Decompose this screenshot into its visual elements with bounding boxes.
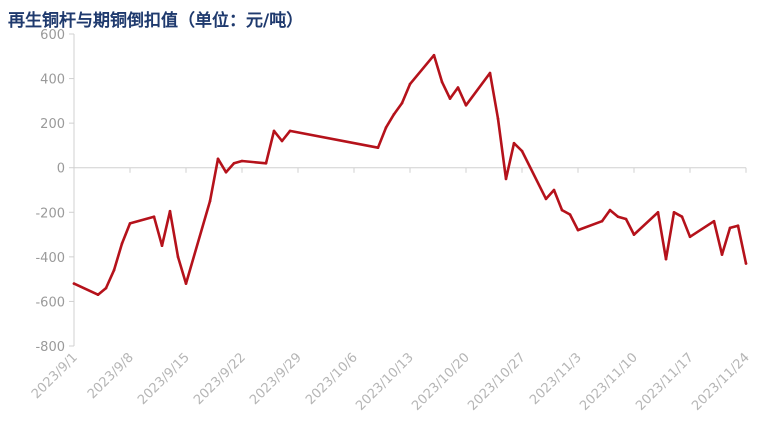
data-point: [728, 226, 732, 230]
data-point: [672, 211, 676, 214]
data-point: [72, 282, 76, 285]
data-point: [616, 215, 620, 218]
x-tick-label: 2023/9/15: [135, 350, 193, 408]
data-point: [712, 219, 716, 223]
x-tick-label: 2023/10/6: [303, 350, 361, 408]
data-point: [624, 217, 628, 221]
data-point: [128, 222, 132, 225]
data-point: [632, 233, 636, 236]
data-point: [608, 208, 612, 212]
x-tick-label: 2023/11/10: [577, 350, 641, 414]
x-tick-label: 2023/9/8: [85, 350, 137, 402]
data-point: [408, 82, 412, 86]
data-point: [224, 170, 228, 174]
x-tick-label: 2023/10/27: [465, 350, 529, 414]
data-point: [496, 117, 500, 120]
y-tick-label: -600: [35, 295, 65, 310]
data-point: [392, 112, 396, 116]
y-tick-label: -400: [35, 251, 65, 266]
y-tick-label: 600: [40, 28, 65, 43]
data-point: [232, 162, 236, 165]
x-tick-label: 2023/9/22: [191, 350, 249, 408]
data-point: [520, 149, 524, 153]
x-tick-label: 2023/10/13: [353, 350, 417, 414]
data-point: [120, 242, 124, 245]
x-tick-label: 2023/9/29: [247, 350, 305, 408]
y-tick-label: -800: [35, 340, 65, 355]
data-point: [560, 208, 564, 212]
data-point: [272, 129, 276, 133]
x-tick-label: 2023/11/24: [689, 350, 753, 414]
x-tick-label: 2023/11/3: [527, 350, 585, 408]
y-tick-label: -200: [35, 206, 65, 221]
x-tick-label: 2023/10/20: [409, 350, 473, 414]
data-point: [552, 188, 556, 192]
data-point: [104, 286, 108, 290]
y-tick-label: 0: [57, 162, 65, 177]
data-point: [664, 257, 668, 261]
chart-title: 再生铜杆与期铜倒扣值（单位：元/吨）: [8, 11, 304, 31]
data-point: [688, 235, 692, 239]
data-point: [216, 157, 220, 161]
data-point: [264, 162, 268, 165]
data-point: [600, 219, 604, 223]
data-point: [280, 139, 284, 143]
data-point: [400, 101, 404, 105]
data-point: [288, 129, 292, 133]
series-line: [72, 53, 748, 297]
data-point: [488, 71, 492, 75]
data-point: [456, 86, 460, 89]
data-point: [160, 244, 164, 247]
data-point: [384, 126, 388, 129]
data-point: [448, 97, 452, 100]
data-point: [176, 255, 180, 259]
data-point: [504, 177, 508, 181]
data-point: [152, 215, 156, 218]
data-point: [376, 146, 380, 149]
y-tick-label: 200: [40, 117, 65, 132]
data-point: [720, 253, 724, 256]
data-point: [96, 293, 100, 297]
data-point: [568, 213, 572, 216]
y-tick-label: 400: [40, 73, 65, 88]
data-point: [208, 199, 212, 203]
data-point: [744, 262, 748, 265]
data-point: [544, 197, 548, 201]
x-tick-label: 2023/9/1: [29, 350, 81, 402]
data-point: [112, 268, 116, 272]
data-point: [464, 104, 468, 107]
data-point: [736, 224, 740, 227]
data-point: [168, 209, 172, 213]
x-tick-label: 2023/11/17: [633, 350, 697, 414]
data-point: [656, 211, 660, 214]
data-point: [240, 159, 244, 163]
data-point: [680, 215, 684, 218]
data-point: [576, 228, 580, 232]
data-point: [512, 141, 516, 145]
data-point: [432, 53, 436, 57]
data-point: [184, 282, 188, 285]
data-point: [440, 80, 444, 84]
